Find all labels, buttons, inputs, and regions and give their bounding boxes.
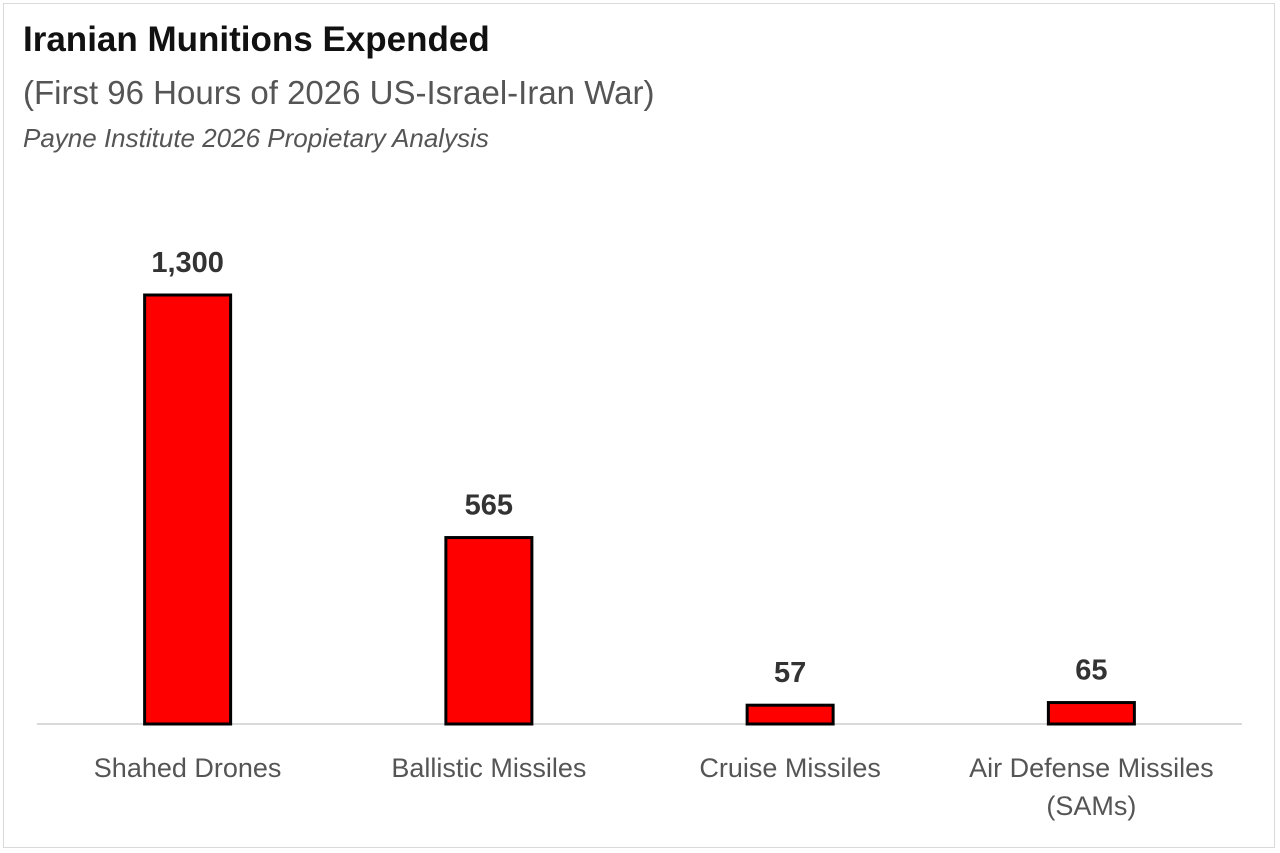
bar <box>1046 701 1136 726</box>
x-tick-label: Air Defense Missiles (SAMs) <box>969 753 1214 821</box>
data-label: 65 <box>1075 655 1107 687</box>
x-tick-label: Cruise Missiles <box>699 753 881 783</box>
chart-source: Payne Institute 2026 Propietary Analysis <box>23 123 489 153</box>
bar <box>444 536 534 726</box>
bar <box>143 293 233 726</box>
chart-title: Iranian Munitions Expended <box>23 20 490 59</box>
bar <box>745 703 835 726</box>
x-tick-label-line: Cruise Missiles <box>699 753 881 783</box>
chart-subtitle: (First 96 Hours of 2026 US-Israel-Iran W… <box>23 74 655 111</box>
data-label: 1,300 <box>151 247 224 279</box>
x-tick-label-line: (SAMs) <box>1046 791 1136 821</box>
data-label: 57 <box>774 657 806 689</box>
data-label: 565 <box>465 490 513 522</box>
x-tick-label-line: Air Defense Missiles <box>969 753 1214 783</box>
x-tick-label-line: Shahed Drones <box>94 753 282 783</box>
x-tick-label-line: Ballistic Missiles <box>391 753 586 783</box>
x-tick-label: Shahed Drones <box>94 753 282 783</box>
x-tick-label: Ballistic Missiles <box>391 753 586 783</box>
